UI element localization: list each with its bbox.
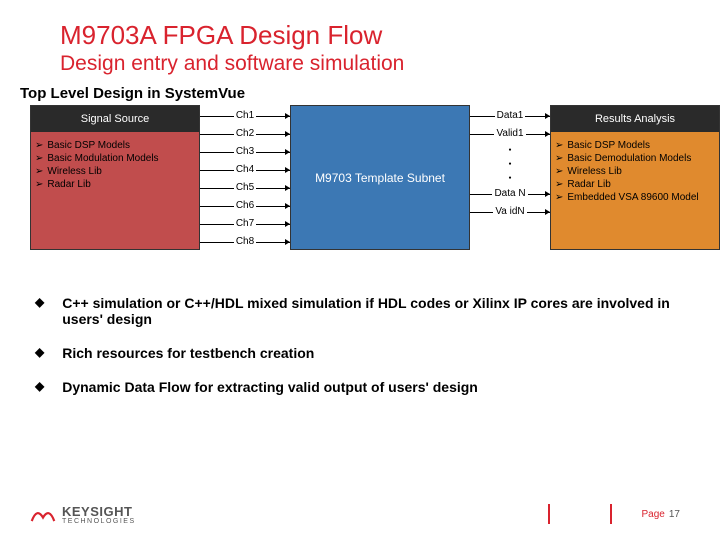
channel-arrow: Ch1 (200, 107, 290, 124)
divider (610, 504, 612, 524)
footer-logo: KEYSIGHT TECHNOLOGIES (30, 502, 136, 528)
section-heading: Top Level Design in SystemVue (20, 85, 245, 102)
list-item: Wireless Lib (35, 166, 195, 177)
signal-source-block: Signal Source Basic DSP Models Basic Modu… (30, 105, 200, 250)
channel-arrow: Ch8 (200, 233, 290, 250)
list-item: Wireless Lib (555, 166, 715, 177)
output-arrow: Data1 (470, 107, 550, 124)
list-item: Radar Lib (35, 179, 195, 190)
brand-name: KEYSIGHT (62, 505, 136, 518)
list-item: Basic DSP Models (35, 140, 195, 151)
channel-arrow: Ch2 (200, 125, 290, 142)
output-arrow: Va idN (470, 203, 550, 220)
list-item: Radar Lib (555, 179, 715, 190)
results-analysis-header: Results Analysis (551, 106, 719, 132)
page-number-area: Page 17 (518, 504, 680, 524)
results-analysis-body: Basic DSP Models Basic Demodulation Model… (551, 132, 719, 211)
channel-arrows: Ch1Ch2Ch3Ch4Ch5Ch6Ch7Ch8 (200, 107, 290, 251)
ellipsis-dot: ● (470, 143, 550, 157)
output-arrows: Data1Valid1●●●Data NVa idN (470, 107, 550, 221)
channel-arrow: Ch5 (200, 179, 290, 196)
ellipsis-dot: ● (470, 171, 550, 185)
divider (548, 504, 550, 524)
channel-arrow: Ch3 (200, 143, 290, 160)
footer-brand-text: KEYSIGHT TECHNOLOGIES (62, 505, 136, 525)
bullet-item: ◆Rich resources for testbench creation (35, 345, 695, 361)
channel-arrow: Ch7 (200, 215, 290, 232)
page-label: Page (642, 509, 665, 520)
brand-sub: TECHNOLOGIES (62, 518, 136, 525)
ellipsis-dot: ● (470, 157, 550, 171)
list-item: Basic Modulation Models (35, 153, 195, 164)
channel-arrow: Ch4 (200, 161, 290, 178)
page-subtitle: Design entry and software simulation (60, 52, 404, 76)
results-analysis-block: Results Analysis Basic DSP ModelsBasic D… (550, 105, 720, 250)
list-item: Embedded VSA 89600 Model (555, 192, 715, 203)
output-arrow: Data N (470, 185, 550, 202)
signal-source-body: Basic DSP Models Basic Modulation Models W… (31, 132, 199, 198)
flow-diagram: Signal Source Basic DSP Models Basic Modu… (30, 105, 700, 255)
page-title: M9703A FPGA Design Flow (60, 20, 382, 51)
bullet-item: ◆Dynamic Data Flow for extracting valid … (35, 379, 695, 395)
keysight-logo-icon (30, 502, 56, 528)
signal-source-header: Signal Source (31, 106, 199, 132)
channel-arrow: Ch6 (200, 197, 290, 214)
page-number: 17 (669, 509, 680, 520)
template-subnet-label: M9703 Template Subnet (315, 171, 445, 185)
list-item: Basic DSP Models (555, 140, 715, 151)
list-item: Basic Demodulation Models (555, 153, 715, 164)
output-arrow: Valid1 (470, 125, 550, 142)
bullet-item: ◆C++ simulation or C++/HDL mixed simulat… (35, 295, 695, 327)
bullet-list: ◆C++ simulation or C++/HDL mixed simulat… (35, 295, 695, 413)
template-subnet-block: M9703 Template Subnet (290, 105, 470, 250)
